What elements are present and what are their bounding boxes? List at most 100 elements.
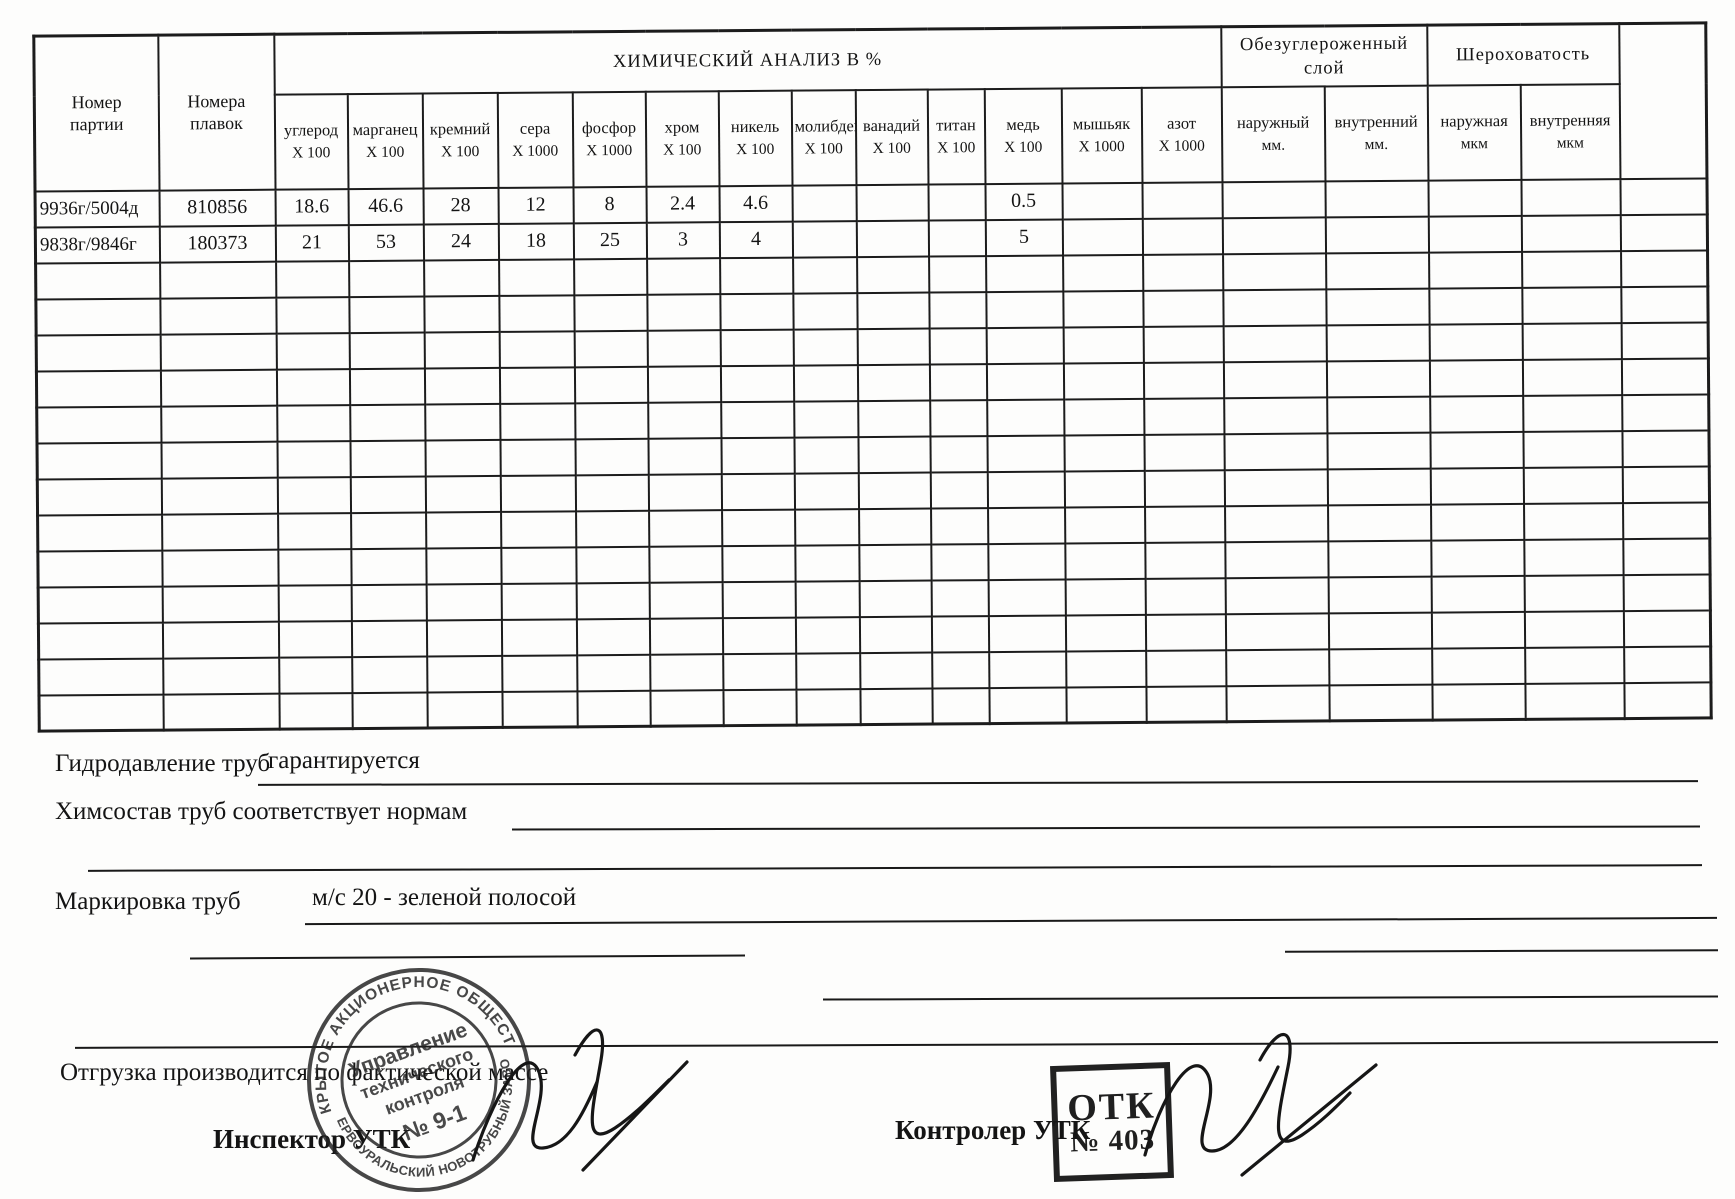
table-cell (1328, 648, 1433, 685)
table-cell (1064, 542, 1146, 579)
table-cell (987, 542, 1066, 580)
table-cell (985, 255, 1063, 292)
table-cell (987, 470, 1065, 508)
table-cell (277, 512, 351, 550)
table-cell (276, 332, 350, 370)
table-cell (499, 438, 576, 476)
table-cell (986, 434, 1065, 472)
table-cell (1144, 541, 1226, 579)
table-cell (1431, 647, 1526, 685)
table-cell (1624, 681, 1712, 719)
table-cell (795, 688, 861, 726)
table-cell (988, 614, 1066, 652)
table-cell (1222, 288, 1327, 326)
table-cell (1522, 394, 1623, 432)
table-cell (1428, 179, 1522, 217)
table-cell (929, 327, 987, 365)
table-cell (1621, 321, 1709, 359)
table-cell: 0.5 (984, 183, 1063, 220)
table-cell (499, 402, 575, 440)
table-cell (988, 650, 1066, 688)
table-cell (929, 399, 987, 437)
table-cell (1431, 575, 1525, 613)
header-col-decarb-outer: наружный мм. (1221, 85, 1326, 182)
table-cell (1329, 684, 1433, 721)
table-cell (1430, 503, 1524, 541)
table-cell (1621, 393, 1710, 431)
table-cell (38, 694, 164, 732)
table-cell (1522, 358, 1622, 396)
marking-value: м/с 20 - зеленой полосой (312, 884, 577, 911)
table-cell (793, 436, 859, 474)
chem-signature-line (511, 825, 1701, 831)
hydro-signature-line (257, 780, 1699, 786)
table-cell (575, 546, 650, 583)
table-cell: 18.6 (275, 188, 349, 226)
table-cell (424, 331, 500, 369)
header-col-sulfur: сера X 1000 (497, 91, 573, 188)
header-decarburized-layer-group: Обезуглероженный слой (1220, 25, 1428, 87)
table-cell (794, 472, 859, 510)
table-cell (856, 220, 929, 257)
table-cell (1065, 614, 1146, 651)
header-col-chromium: хром X 100 (645, 90, 719, 187)
table-cell (501, 582, 577, 620)
table-cell (36, 406, 161, 444)
table-cell (500, 546, 577, 584)
table-cell (1621, 357, 1709, 395)
table-cell (573, 294, 648, 331)
controller-label: Контролер УТК (895, 1115, 1091, 1145)
table-cell (277, 548, 352, 586)
table-cell (1061, 182, 1143, 220)
table-cell (38, 586, 163, 624)
table-cell (857, 364, 930, 401)
table-cell (1063, 362, 1144, 399)
table-cell (988, 686, 1067, 724)
table-cell (159, 297, 277, 335)
table-cell (985, 291, 1064, 328)
table-cell (857, 400, 930, 437)
inspector-signature (471, 1028, 689, 1172)
table-cell (501, 690, 578, 728)
table-cell (278, 656, 352, 694)
table-cell (350, 548, 427, 585)
table-cell (722, 689, 797, 726)
table-cell: 18 (498, 222, 574, 260)
table-cell: 180373 (159, 225, 276, 263)
table-cell (1623, 573, 1711, 611)
table-cell (426, 691, 503, 729)
table-cell (859, 652, 932, 689)
table-cell (426, 655, 502, 693)
table-cell (1062, 218, 1143, 256)
table-cell (349, 404, 425, 441)
table-cell (348, 260, 424, 297)
header-col-molybdenum: молибден X 100 (791, 89, 856, 186)
table-cell (1222, 216, 1326, 254)
table-cell (1325, 288, 1430, 325)
table-cell (721, 545, 796, 582)
table-cell (1428, 251, 1522, 289)
table-cell (162, 657, 279, 695)
table-cell (647, 329, 721, 367)
table-cell (795, 616, 860, 654)
table-cell: 12 (497, 186, 574, 224)
table-cell (162, 693, 280, 731)
table-cell (646, 257, 720, 295)
table-cell (161, 477, 278, 515)
table-cell (1062, 254, 1143, 292)
table-cell: 21 (275, 224, 349, 262)
table-cell: 5 (985, 219, 1063, 256)
table-cell (1142, 217, 1223, 255)
header-batch-number: Номер партии (33, 35, 160, 192)
table-cell (1523, 466, 1623, 504)
table-cell (1623, 609, 1711, 647)
table-cell (351, 620, 427, 657)
table-cell (719, 293, 794, 330)
header-col-carbon: углерод X 100 (274, 93, 349, 190)
header-roughness-group: Шероховатость (1426, 23, 1620, 86)
table-cell (793, 400, 858, 438)
table-cell (276, 404, 350, 442)
table-cell (1620, 177, 1708, 215)
table-cell: 2.4 (645, 185, 720, 223)
